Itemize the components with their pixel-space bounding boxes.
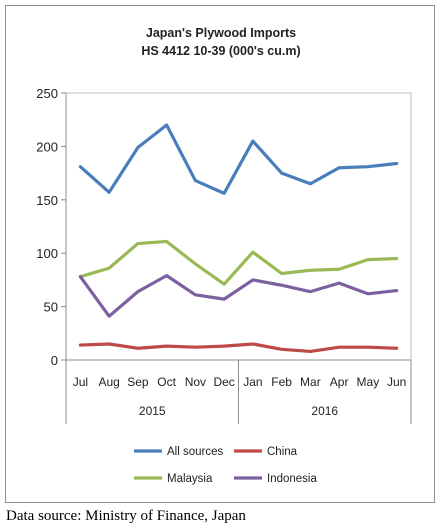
series-layer [78, 123, 399, 354]
y-tick-label: 100 [36, 246, 58, 261]
y-tick-label: 150 [36, 193, 58, 208]
series-line-all-sources [78, 123, 399, 195]
y-tick-label: 200 [36, 139, 58, 154]
x-tick-label: Mar [300, 375, 321, 389]
x-tick-label: Jan [243, 375, 262, 389]
y-tick-label: 0 [51, 353, 58, 368]
x-tick-label: Aug [98, 375, 119, 389]
x-tick-label: Sep [127, 375, 149, 389]
chart-title: Japan's Plywood Imports [146, 26, 296, 40]
series-line-indonesia [78, 274, 399, 318]
year-group-label: 2015 [139, 404, 166, 418]
x-tick-label: Dec [213, 375, 234, 389]
y-axis: 0 50 100 150 200 250 [36, 86, 67, 368]
legend-label-china: China [267, 446, 298, 458]
line-chart: Japan's Plywood Imports HS 4412 10-39 (0… [36, 26, 412, 485]
x-tick-label: Jun [387, 375, 406, 389]
x-tick-label: Nov [185, 375, 206, 389]
x-tick-label: Apr [330, 375, 349, 389]
x-tick-label: Feb [271, 375, 292, 389]
legend-label-indonesia: Indonesia [267, 473, 317, 485]
x-axis: Jul Aug Sep Oct Nov Dec Jan Feb Mar Apr May Jun 2015… [65, 359, 412, 424]
chart-subtitle: HS 4412 10-39 (000's cu.m) [141, 44, 300, 58]
series-line-malaysia [78, 239, 399, 286]
legend-label-all-sources: All sources [167, 446, 223, 458]
chart-frame: Japan's Plywood Imports HS 4412 10-39 (0… [5, 5, 435, 503]
year-group-label: 2016 [311, 404, 338, 418]
plot-area [65, 92, 412, 361]
y-tick-label: 250 [36, 86, 58, 101]
legend-label-malaysia: Malaysia [167, 473, 213, 485]
data-source-note: Data source: Ministry of Finance, Japan [6, 508, 246, 524]
x-tick-label: May [357, 375, 380, 389]
legend: All sources China Malaysia Indonesia [134, 446, 317, 485]
y-tick-label: 50 [44, 300, 58, 315]
x-tick-label: Oct [157, 375, 176, 389]
series-line-china [78, 342, 399, 354]
x-tick-label: Jul [73, 375, 88, 389]
